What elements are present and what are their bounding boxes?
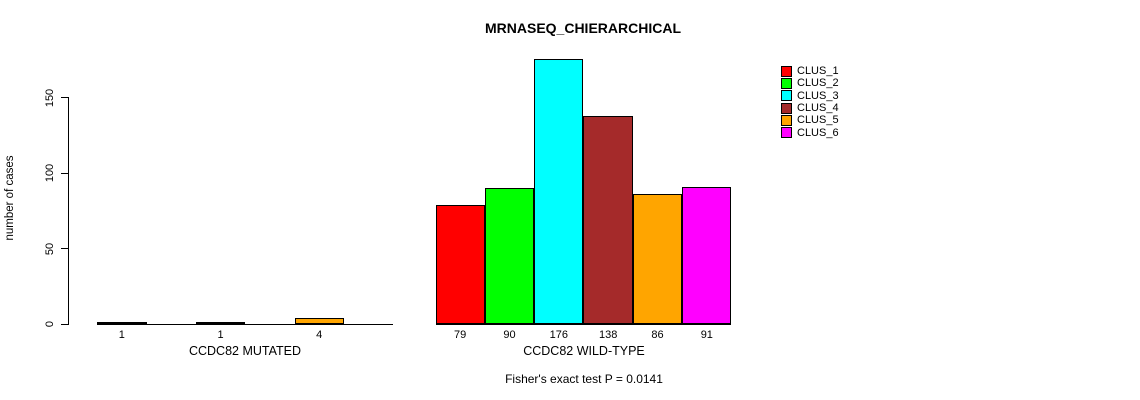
bar-mutated-CLUS_3 xyxy=(195,322,246,324)
legend-swatch-CLUS_1 xyxy=(781,65,792,77)
bar-value-label: 176 xyxy=(549,329,568,341)
bar-value-label: 79 xyxy=(454,329,467,341)
bar-value-label: 86 xyxy=(651,329,664,341)
y-tick xyxy=(61,323,69,325)
legend-item-CLUS_1: CLUS_1 xyxy=(781,65,839,77)
y-tick xyxy=(61,97,69,99)
legend-swatch-CLUS_4 xyxy=(781,102,792,114)
y-tick-label: 0 xyxy=(44,320,56,328)
bar-wild-type-CLUS_6 xyxy=(682,186,732,324)
legend-swatch-CLUS_5 xyxy=(781,114,792,126)
bar-wild-type-CLUS_3 xyxy=(534,58,584,324)
x-axis-baseline-mutated xyxy=(97,324,394,325)
bar-mutated-CLUS_1 xyxy=(97,322,147,324)
legend-swatch-CLUS_6 xyxy=(781,127,792,139)
y-tick-label: 100 xyxy=(44,164,56,183)
legend-item-CLUS_2: CLUS_2 xyxy=(781,77,839,89)
chart-title: MRNASEQ_CHIERARCHICAL xyxy=(484,20,682,36)
y-tick xyxy=(61,172,69,174)
y-axis-line xyxy=(68,98,69,325)
y-tick xyxy=(61,248,69,250)
group-label-wild-type: CCDC82 WILD-TYPE xyxy=(523,344,645,358)
legend: CLUS_1 CLUS_2 CLUS_3 CLUS_4 CLUS_5 CLUS_6 xyxy=(781,65,839,139)
legend-swatch-CLUS_2 xyxy=(781,77,792,89)
legend-label: CLUS_6 xyxy=(797,126,839,139)
legend-item-CLUS_4: CLUS_4 xyxy=(781,102,839,114)
legend-item-CLUS_6: CLUS_6 xyxy=(781,127,839,139)
bar-value-label: 91 xyxy=(700,329,713,341)
y-tick-label: 50 xyxy=(44,242,56,255)
x-axis-baseline-wild-type xyxy=(435,324,732,325)
legend-label: CLUS_1 xyxy=(797,65,839,78)
group-label-mutated: CCDC82 MUTATED xyxy=(188,344,302,358)
legend-swatch-CLUS_3 xyxy=(781,90,792,102)
legend-label: CLUS_2 xyxy=(797,77,839,90)
legend-item-CLUS_5: CLUS_5 xyxy=(781,114,839,126)
bar-value-label: 138 xyxy=(598,329,618,341)
bar-value-label: 4 xyxy=(316,329,323,341)
bar-wild-type-CLUS_4 xyxy=(583,116,633,324)
bar-value-label: 90 xyxy=(503,329,516,341)
legend-item-CLUS_3: CLUS_3 xyxy=(781,90,839,102)
bar-wild-type-CLUS_1 xyxy=(435,204,485,324)
fisher-test-footnote: Fisher's exact test P = 0.0141 xyxy=(505,372,663,386)
y-axis-title: number of cases xyxy=(4,155,16,241)
bar-value-label: 1 xyxy=(217,329,224,341)
y-tick-label: 150 xyxy=(44,88,56,108)
legend-label: CLUS_5 xyxy=(797,114,839,127)
bar-mutated-CLUS_5 xyxy=(294,317,344,324)
legend-label: CLUS_3 xyxy=(797,89,839,102)
bar-wild-type-CLUS_5 xyxy=(632,194,683,324)
bar-value-label: 1 xyxy=(118,329,125,341)
legend-label: CLUS_4 xyxy=(797,102,839,115)
bar-wild-type-CLUS_2 xyxy=(484,188,535,324)
